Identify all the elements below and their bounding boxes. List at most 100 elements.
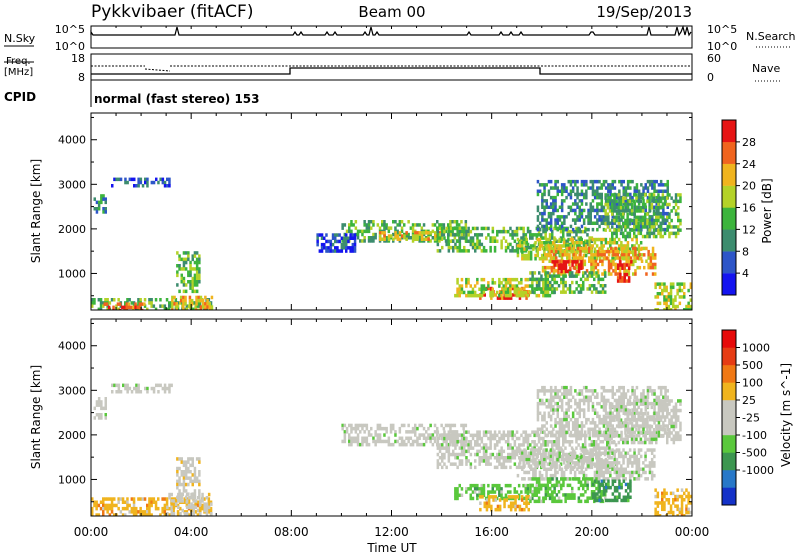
velocity-ytick-1: 2000 [58,429,86,442]
power-echo-region-18 [654,282,692,310]
beam-label: Beam 00 [358,3,425,21]
power-axes: 1000 2000 3000 4000 [58,113,693,310]
velocity-colorbar-tick-6: -500 [742,447,767,460]
power-ytick-1: 2000 [58,223,86,236]
velocity-colorbar-swatch-8 [722,347,736,366]
freq-tick-bottom: 8 [78,71,85,84]
time-tick-5: 20:00 [575,525,610,539]
freq-tick-top: 18 [71,52,85,65]
power-colorbar-swatch-6 [722,141,736,164]
velocity-colorbar-swatch-6 [722,382,736,401]
power-colorbar-tick-1: 8 [742,245,749,258]
power-echo-region-12 [616,260,633,283]
velocity-echo-region-4 [111,383,173,394]
date-label: 19/Sep/2013 [596,3,692,21]
cpid-label: CPID [4,90,36,104]
power-echo-region-2 [103,302,146,310]
power-echo-region-5 [111,177,171,188]
time-tick-2: 08:00 [274,525,309,539]
velocity-colorbar-swatch-9 [722,330,736,348]
time-tick-6: 00:00 [675,525,710,539]
velocity-ytick-2: 3000 [58,384,86,397]
velocity-colorbar: 1000 500 100 25 -25 -100 -500 -1000 [721,329,774,506]
nsky-trace-line [90,25,692,37]
nave-trace [91,65,692,72]
velocity-data [91,383,692,516]
velocity-echo-region-11 [479,495,530,512]
nave-tick-top: 60 [707,52,721,65]
power-colorbar-swatch-2 [722,229,736,252]
velocity-axes: 1000 2000 3000 4000 [58,319,693,516]
power-colorbar-swatch-1 [722,251,736,274]
freq-unit: [MHz] [4,67,33,78]
time-axis: 00:00 04:00 08:00 12:00 16:00 20:00 00:00 [74,26,710,539]
velocity-echo-region-0 [93,397,107,420]
velocity-colorbar-swatch-3 [722,435,736,453]
power-echo-region-10 [541,246,657,276]
power-colorbar-swatch-3 [722,207,736,230]
nsearch-tick-bottom: 10^0 [707,40,737,53]
nsky-tick-top: 10^5 [55,23,85,36]
velocity-colorbar-tick-7: -1000 [742,464,774,477]
velocity-echo-region-3 [176,457,201,500]
velocity-colorbar-swatch-4 [722,417,736,436]
plot-title: Pykkvibaer (fitACF) [91,2,253,22]
power-colorbar-tick-0: 4 [742,267,749,280]
velocity-echo-region-5 [341,423,468,447]
nsky-label: N.Sky [4,32,36,45]
power-colorbar-tick-2: 12 [742,223,756,236]
power-ylabel: Slant Range [km] [29,159,43,263]
nsearch-label: N.Search [746,30,796,43]
velocity-echo-region-14 [654,488,692,516]
nsky-tick-bottom: 10^0 [55,40,85,53]
velocity-colorbar-swatch-1 [722,470,736,488]
nave-label: Nave [752,62,780,75]
velocity-colorbar-tick-1: 500 [742,359,763,372]
power-colorbar-label: Power [dB] [760,178,774,243]
power-echo-region-3 [171,295,214,310]
power-echo-region-0 [93,194,107,214]
nsky-trace [90,25,692,37]
freq-panel: Freq. [MHz] 18 8 60 0 Nave [4,52,780,84]
frequency-trace [91,67,692,75]
power-colorbar-tick-3: 16 [742,202,756,215]
velocity-colorbar-tick-0: 1000 [742,342,770,355]
velocity-echo-region-13 [591,479,632,503]
power-echo-region-4 [176,251,201,294]
time-tick-0: 00:00 [74,525,109,539]
power-ytick-2: 3000 [58,178,86,191]
velocity-echo-region-7 [516,448,656,481]
power-echo-region-17 [604,193,682,239]
time-tick-1: 04:00 [174,525,209,539]
cpid-panel: CPID normal (fast stereo) 153 [4,80,260,107]
velocity-colorbar-label: Velocity [m s^-1] [779,363,793,467]
power-colorbar: 4 8 12 16 20 24 28 [721,119,756,296]
power-ytick-3: 4000 [58,134,86,147]
velocity-colorbar-swatch-2 [722,452,736,471]
power-colorbar-swatch-5 [722,163,736,186]
velocity-colorbar-swatch-7 [722,365,736,383]
power-colorbar-swatch-0 [722,273,736,296]
nsearch-tick-top: 10^5 [707,23,737,36]
power-colorbar-tick-4: 20 [742,180,756,193]
velocity-echo-region-2 [166,492,213,516]
power-colorbar-swatch-7 [722,120,736,143]
nsky-panel: N.Sky 10^5 10^0 10^5 10^0 N.Search [4,23,796,53]
velocity-colorbar-tick-2: 100 [742,377,763,390]
velocity-panel: 1000 2000 3000 4000 Slant Range [km] 1000 50… [29,318,793,517]
power-echo-region-15 [529,271,607,294]
power-colorbar-tick-6: 28 [742,136,756,149]
velocity-colorbar-swatch-0 [722,487,736,506]
time-axis-label: Time UT [366,541,417,554]
time-tick-4: 16:00 [474,525,509,539]
velocity-ytick-0: 1000 [58,473,86,486]
power-data [91,177,692,310]
power-echo-region-19 [316,233,357,253]
velocity-echo-region-9 [536,385,669,438]
time-tick-3: 12:00 [374,525,409,539]
power-echo-region-1 [91,298,213,310]
nave-tick-bottom: 0 [707,71,714,84]
velocity-colorbar-tick-5: -100 [742,429,767,442]
velocity-ylabel: Slant Range [km] [29,365,43,469]
power-ytick-0: 1000 [58,267,86,280]
